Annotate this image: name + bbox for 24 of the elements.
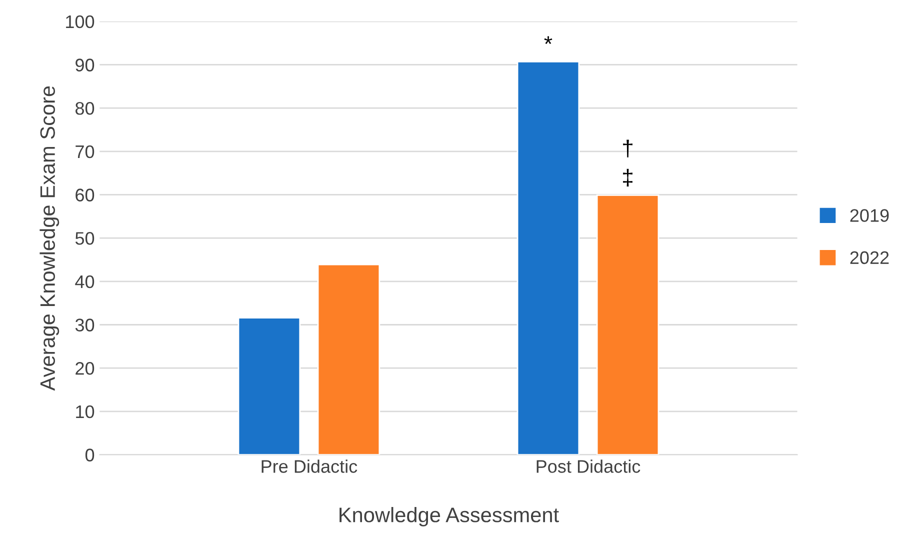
legend-label: 2019	[850, 209, 889, 222]
annotation: *	[544, 36, 552, 44]
x-tick-label: Pre Didactic	[262, 460, 358, 473]
bar	[317, 264, 380, 455]
y-tick-label: 40	[75, 275, 94, 288]
x-axis-title: Knowledge Assessment	[340, 507, 559, 526]
y-tick-label: 90	[76, 58, 94, 72]
y-tick-label: 70	[76, 145, 94, 158]
annotation: ‡	[623, 168, 632, 187]
y-tick-label: 0	[85, 448, 94, 462]
annotation: †	[623, 140, 632, 158]
y-axis-title: Average Knowledge Exam Score	[40, 86, 60, 391]
legend-label: 2022	[850, 251, 889, 264]
y-tick-label: 100	[66, 15, 94, 28]
bar	[238, 317, 301, 455]
y-tick-label: 50	[75, 232, 94, 245]
bar	[516, 61, 580, 455]
y-tick-label: 60	[76, 188, 94, 202]
y-tick-label: 80	[76, 102, 94, 115]
x-tick-label: Post Didactic	[536, 460, 640, 473]
bar	[596, 194, 660, 455]
y-tick-label: 20	[76, 362, 94, 375]
y-tick-label: 30	[75, 318, 94, 332]
y-tick-label: 10	[76, 405, 94, 418]
